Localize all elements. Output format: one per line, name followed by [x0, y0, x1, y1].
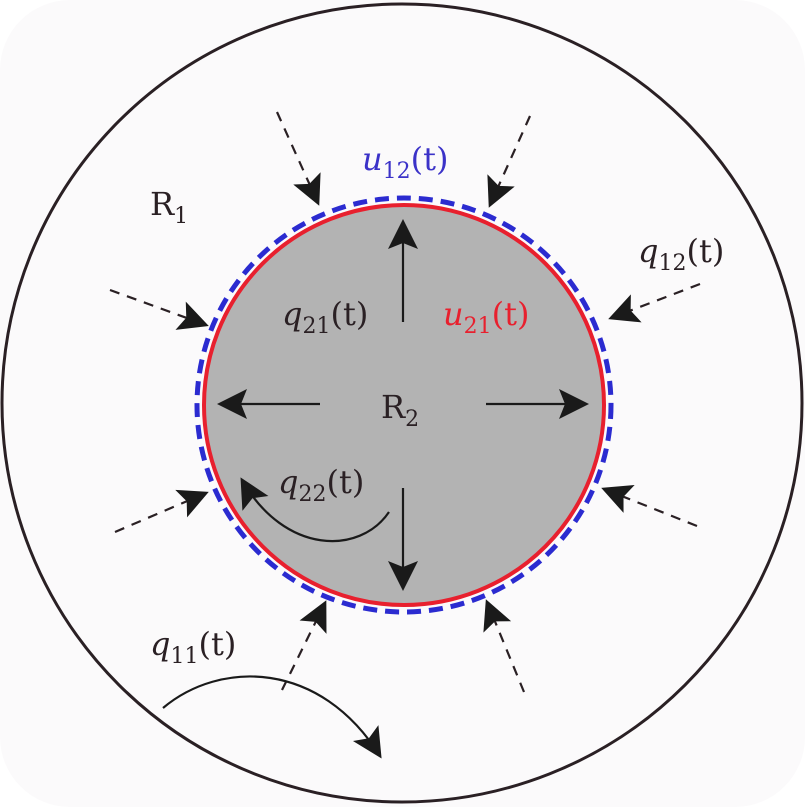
label-q21: q21(t): [282, 295, 368, 339]
label-u21: u21(t): [443, 295, 529, 339]
dashed-arrow-right-upper: [608, 282, 701, 323]
label-r2: R2: [381, 388, 419, 432]
curved-arrow-q22: [240, 477, 390, 543]
label-q11: q11(t): [150, 625, 236, 669]
inner-boundary-red: [202, 203, 606, 607]
label-r1: R1: [150, 185, 188, 229]
dashed-boundary-blue: [194, 195, 614, 615]
dashed-arrow-bottom-right: [483, 599, 526, 693]
label-q12: q12(t): [638, 232, 724, 276]
label-u12: u12(t): [362, 140, 448, 184]
outward-solid-arrows: [217, 219, 589, 591]
inner-region: [204, 205, 604, 605]
curved-arrow-q11: [162, 675, 382, 759]
inward-dashed-arrows: [109, 111, 701, 693]
label-q22: q22(t): [278, 463, 364, 507]
dashed-arrow-bottom-left: [281, 600, 327, 691]
dashed-arrow-top-right: [487, 115, 532, 208]
